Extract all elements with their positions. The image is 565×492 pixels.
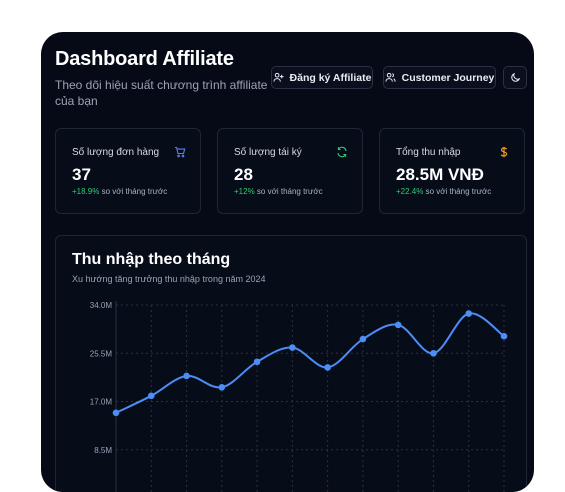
stat-card-orders: Số lượng đơn hàng 37 +18.9% so với tháng… [55, 128, 201, 214]
stat-label: Tổng thu nhập [396, 147, 461, 158]
y-tick-label: 34.0M [90, 301, 113, 310]
register-affiliate-label: Đăng ký Affiliate [289, 71, 372, 84]
moon-icon [510, 72, 520, 82]
chart-title: Thu nhập theo tháng [72, 251, 231, 268]
stat-card-income: Tổng thu nhập 28.5M VNĐ +22.4% so với th… [379, 128, 525, 214]
user-plus-icon [272, 72, 284, 82]
data-point[interactable] [430, 349, 437, 357]
stat-change-percent: +12% [234, 187, 255, 196]
data-point[interactable] [218, 384, 226, 391]
stat-label: Số lượng tái ký [234, 147, 302, 158]
stat-change-text: so với tháng trước [101, 187, 168, 196]
data-point[interactable] [183, 372, 190, 380]
page-title: Dashboard Affiliate [55, 48, 234, 70]
data-point[interactable] [147, 392, 155, 400]
dashboard-window: Dashboard Affiliate Theo dõi hiệu suất c… [41, 32, 534, 492]
data-point[interactable] [359, 335, 367, 343]
dollar-icon [500, 146, 508, 158]
stat-change-percent: +18.9% [72, 187, 100, 196]
stat-change-percent: +22.4% [396, 187, 424, 196]
data-point[interactable] [289, 344, 296, 351]
y-tick-label: 8.5M [94, 446, 112, 455]
data-point[interactable] [112, 409, 120, 417]
stat-label: Số lượng đơn hàng [72, 147, 160, 158]
data-point[interactable] [324, 364, 331, 371]
data-point[interactable] [465, 310, 473, 317]
stat-change-text: so với tháng trước [425, 187, 492, 196]
income-series-line [115, 312, 505, 414]
income-line-chart: 8.5M 17.0M 25.5M 34.0M [90, 301, 508, 492]
register-affiliate-button[interactable]: Đăng ký Affiliate [271, 66, 373, 89]
refresh-icon [337, 146, 347, 158]
y-tick-label: 25.5M [90, 349, 113, 358]
data-point[interactable] [500, 332, 508, 340]
stat-value: 37 [72, 165, 91, 184]
data-point[interactable] [253, 358, 261, 366]
page-subtitle: Theo dõi hiệu suất chương trình affiliat… [55, 78, 268, 108]
stat-change: +18.9% so với tháng trước [72, 187, 167, 196]
chart-subtitle: Xu hướng tăng trưởng thu nhập trong năm … [72, 274, 266, 284]
data-point[interactable] [394, 321, 402, 329]
stat-change: +12% so với tháng trước [234, 187, 323, 196]
customer-journey-button[interactable]: Customer Journey [383, 66, 496, 89]
stat-value: 28.5M VNĐ [396, 165, 484, 184]
theme-toggle-button[interactable] [503, 66, 527, 89]
cart-icon [175, 146, 186, 158]
users-icon [385, 72, 396, 82]
stat-change-text: so với tháng trước [256, 187, 323, 196]
stat-change: +22.4% so với tháng trước [396, 187, 491, 196]
monthly-income-chart-card: Thu nhập theo tháng Xu hướng tăng trưởng… [55, 235, 527, 492]
stat-value: 28 [234, 165, 253, 184]
stat-card-renewals: Số lượng tái ký 28 +12% so với tháng trư… [217, 128, 363, 214]
customer-journey-label: Customer Journey [401, 71, 495, 84]
y-tick-label: 17.0M [90, 398, 113, 407]
